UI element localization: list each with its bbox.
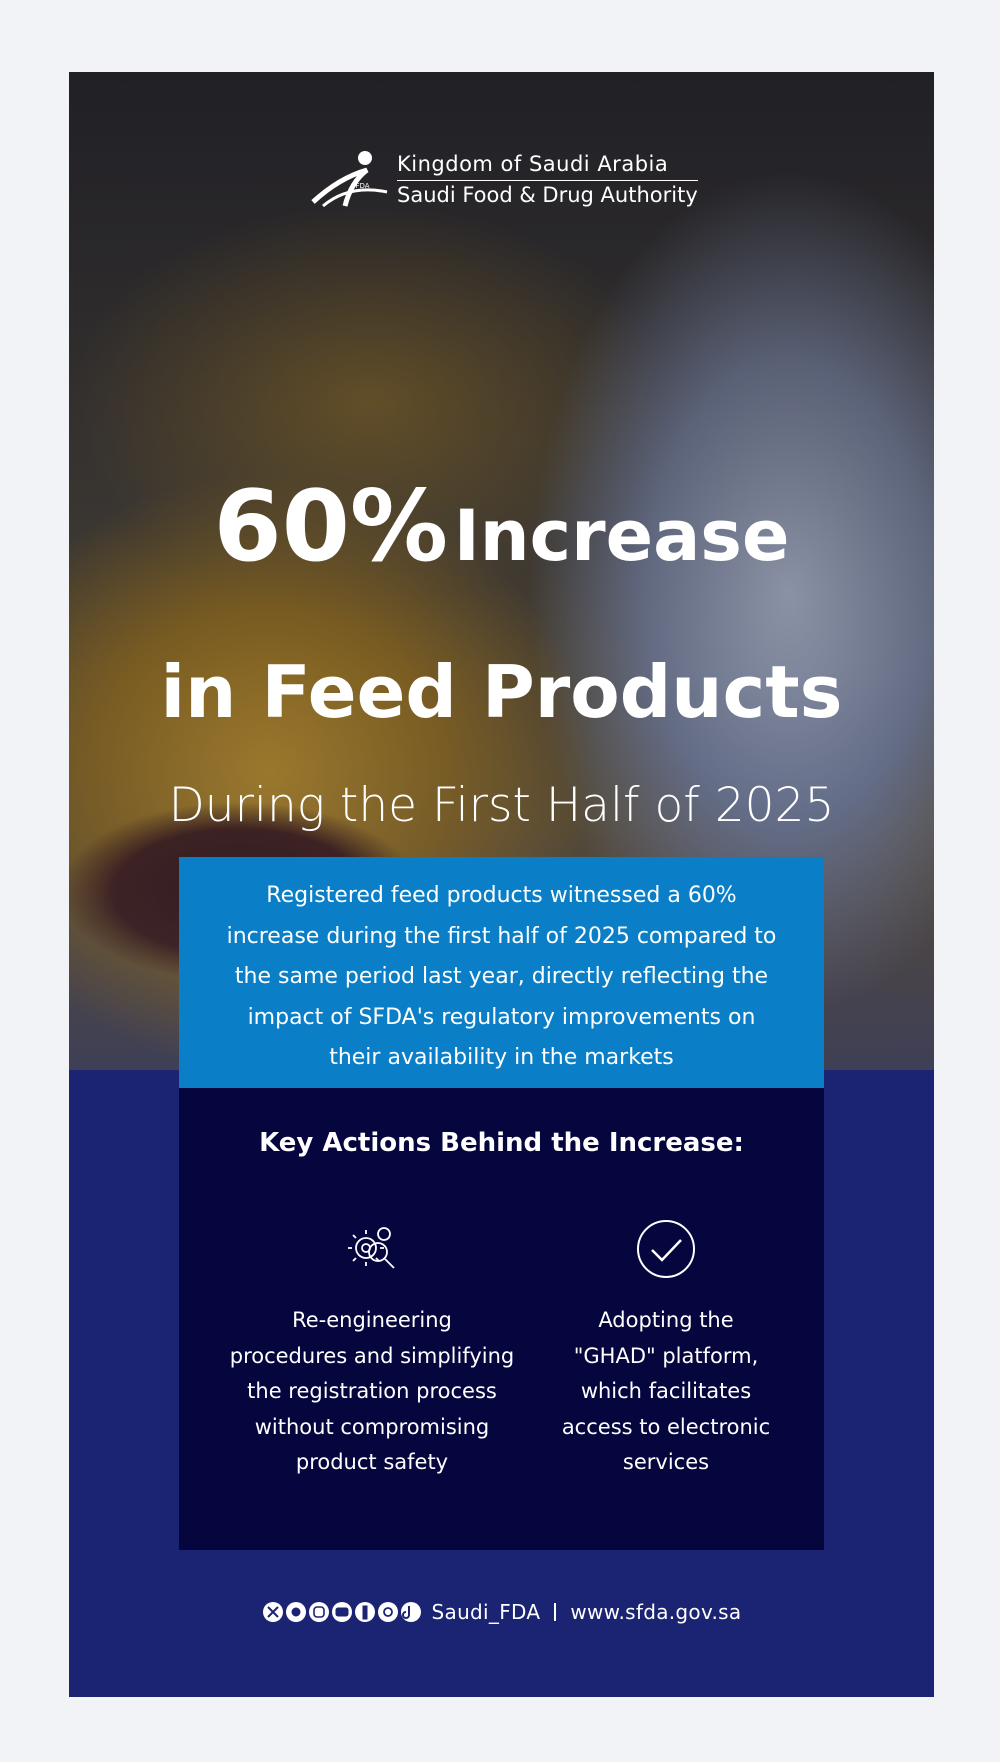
summary-box: Registered feed products witnessed a 60%… <box>179 857 824 1088</box>
summary-line: impact of SFDA's regulatory improvements… <box>247 1004 756 1030</box>
poster: SFDA Kingdom of Saudi Arabia Saudi Food … <box>69 72 934 1697</box>
org-line: Kingdom of Saudi Arabia <box>397 150 698 181</box>
logo: SFDA <box>311 151 388 208</box>
action-item: Adopting the "GHAD" platform, which faci… <box>511 1303 821 1481</box>
action-line: which facilitates <box>580 1379 752 1403</box>
separator <box>554 1603 557 1621</box>
gear-icon <box>348 1227 395 1269</box>
organization: Kingdom of Saudi Arabia Saudi Food & Dru… <box>397 150 698 210</box>
website: www.sfda.gov.sa <box>570 1600 742 1624</box>
action-line: without compromising <box>254 1414 490 1439</box>
action-line: Re-engineering <box>292 1308 452 1332</box>
action-item: Re-engineering procedures and simplifyin… <box>217 1303 527 1481</box>
org-line: Saudi Food & Drug Authority <box>397 183 698 207</box>
footer: Saudi_FDA www.sfda.gov.sa <box>69 1597 934 1627</box>
action-line: access to electronic <box>561 1414 771 1439</box>
action-line: the registration process <box>247 1379 497 1403</box>
social-handle: Saudi_FDA <box>431 1600 541 1624</box>
social-icons <box>262 1602 421 1622</box>
check-icon <box>637 1220 695 1278</box>
actions-box: Key Actions Behind the Increase: Re-engi… <box>179 1088 824 1550</box>
action-line: services <box>622 1450 710 1474</box>
summary-line: increase during the first half of 2025 c… <box>226 923 777 949</box>
headline-figure: 60% <box>213 470 449 584</box>
actions-title: Key Actions Behind the Increase: <box>259 1128 744 1158</box>
action-line: "GHAD" platform, <box>573 1343 759 1368</box>
action-line: Adopting the <box>598 1308 734 1332</box>
summary-line: their availability in the markets <box>329 1045 674 1070</box>
summary-line: the same period last year, directly refl… <box>234 964 769 989</box>
headline-text: Increase <box>453 495 790 577</box>
action-line: product safety <box>295 1450 449 1474</box>
headline: 60% Increase <box>69 470 934 584</box>
svg-text:SFDA: SFDA <box>351 182 370 190</box>
summary-line: Registered feed products witnessed a 60% <box>266 883 737 908</box>
headline: in Feed Products <box>160 650 843 734</box>
action-line: procedures and simplifying <box>229 1343 515 1368</box>
subtitle: During the First Half of 2025 <box>168 778 835 833</box>
